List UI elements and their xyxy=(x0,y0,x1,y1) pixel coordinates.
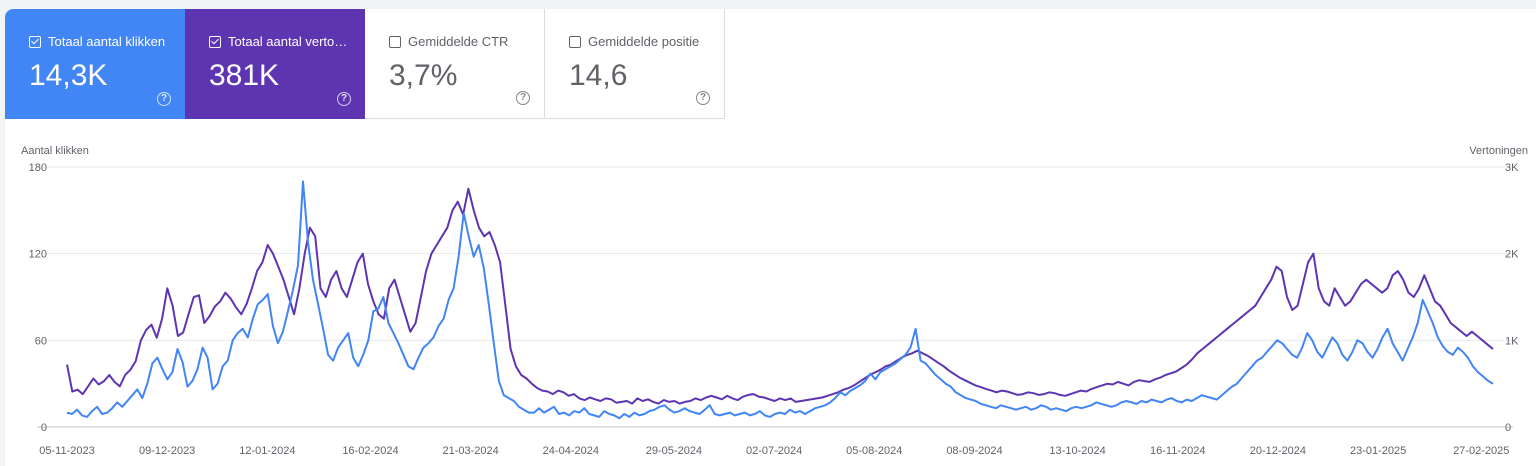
help-circle-icon[interactable]: ? xyxy=(157,92,171,106)
series-lines xyxy=(66,180,1494,420)
metric-card-header: Gemiddelde positie xyxy=(569,34,699,49)
checkbox-checked-icon[interactable] xyxy=(29,35,41,48)
help-circle-icon[interactable]: ? xyxy=(337,92,351,106)
y-right-tick-label: 1K xyxy=(1505,335,1519,347)
y-left-axis-title: Aantal klikken xyxy=(21,145,89,157)
metric-card-header: Totaal aantal klikken xyxy=(29,34,165,49)
help-circle-icon[interactable]: ? xyxy=(516,91,530,105)
metric-value: 381K xyxy=(209,59,280,92)
metric-cards: Totaal aantal klikken 14,3K ? Totaal aan… xyxy=(5,9,725,119)
grid-lines xyxy=(37,166,1513,428)
impressions-series-line xyxy=(66,187,1494,405)
y-left-tick-label: 0 xyxy=(41,422,47,434)
metric-card-header: Totaal aantal vertoningen xyxy=(209,34,353,49)
x-tick-label: 24-04-2024 xyxy=(543,445,599,457)
x-tick-label: 16-02-2024 xyxy=(342,445,398,457)
metric-card-impressions[interactable]: Totaal aantal vertoningen 381K ? xyxy=(185,9,365,119)
x-tick-label: 23-01-2025 xyxy=(1350,445,1406,457)
x-tick-label: 02-07-2024 xyxy=(746,445,802,457)
x-tick-label: 08-09-2024 xyxy=(946,445,1002,457)
x-tick-label: 21-03-2024 xyxy=(442,445,498,457)
y-right-axis-title: Vertoningen xyxy=(1469,145,1528,157)
y-left-ticks: 0 60 120 180 xyxy=(29,162,47,434)
x-tick-label: 05-11-2023 xyxy=(39,445,94,457)
x-tick-label: 29-05-2024 xyxy=(646,445,702,457)
metric-card-ctr[interactable]: Gemiddelde CTR 3,7% ? xyxy=(365,9,545,119)
metric-card-clicks[interactable]: Totaal aantal klikken 14,3K ? xyxy=(5,9,185,119)
checkbox-checked-icon[interactable] xyxy=(209,35,221,48)
x-tick-label: 09-12-2023 xyxy=(139,445,195,457)
x-tick-label: 16-11-2024 xyxy=(1150,445,1205,457)
y-left-tick-label: 60 xyxy=(35,335,47,347)
x-tick-label: 05-08-2024 xyxy=(846,445,902,457)
checkbox-unchecked-icon[interactable] xyxy=(569,35,581,48)
metric-card-header: Gemiddelde CTR xyxy=(389,34,508,49)
y-left-tick-label: 120 xyxy=(29,249,47,261)
metric-card-position[interactable]: Gemiddelde positie 14,6 ? xyxy=(545,9,725,119)
y-right-tick-label: 3K xyxy=(1505,162,1519,174)
x-tick-label: 13-10-2024 xyxy=(1049,445,1105,457)
checkbox-unchecked-icon[interactable] xyxy=(389,35,401,48)
help-circle-icon[interactable]: ? xyxy=(696,91,710,105)
clicks-series-line xyxy=(66,180,1494,420)
x-tick-label: 20-12-2024 xyxy=(1250,445,1306,457)
metric-value: 14,3K xyxy=(29,59,108,92)
metric-value: 3,7% xyxy=(389,59,458,92)
performance-panel: Totaal aantal klikken 14,3K ? Totaal aan… xyxy=(5,9,1536,466)
x-tick-label: 27-02-2025 xyxy=(1453,445,1509,457)
y-right-tick-label: 0 xyxy=(1505,422,1511,434)
performance-chart[interactable]: Aantal klikken Vertoningen 0 60 120 180 0 1K… xyxy=(5,9,1536,466)
y-left-tick-label: 180 xyxy=(29,162,47,174)
y-right-ticks: 0 1K 2K 3K xyxy=(1505,162,1519,434)
x-tick-label: 12-01-2024 xyxy=(239,445,295,457)
y-right-tick-label: 2K xyxy=(1505,249,1519,261)
metric-value: 14,6 xyxy=(569,59,628,92)
x-axis-ticks: 05-11-2023 09-12-2023 12-01-2024 16-02-2024… xyxy=(39,445,1509,457)
